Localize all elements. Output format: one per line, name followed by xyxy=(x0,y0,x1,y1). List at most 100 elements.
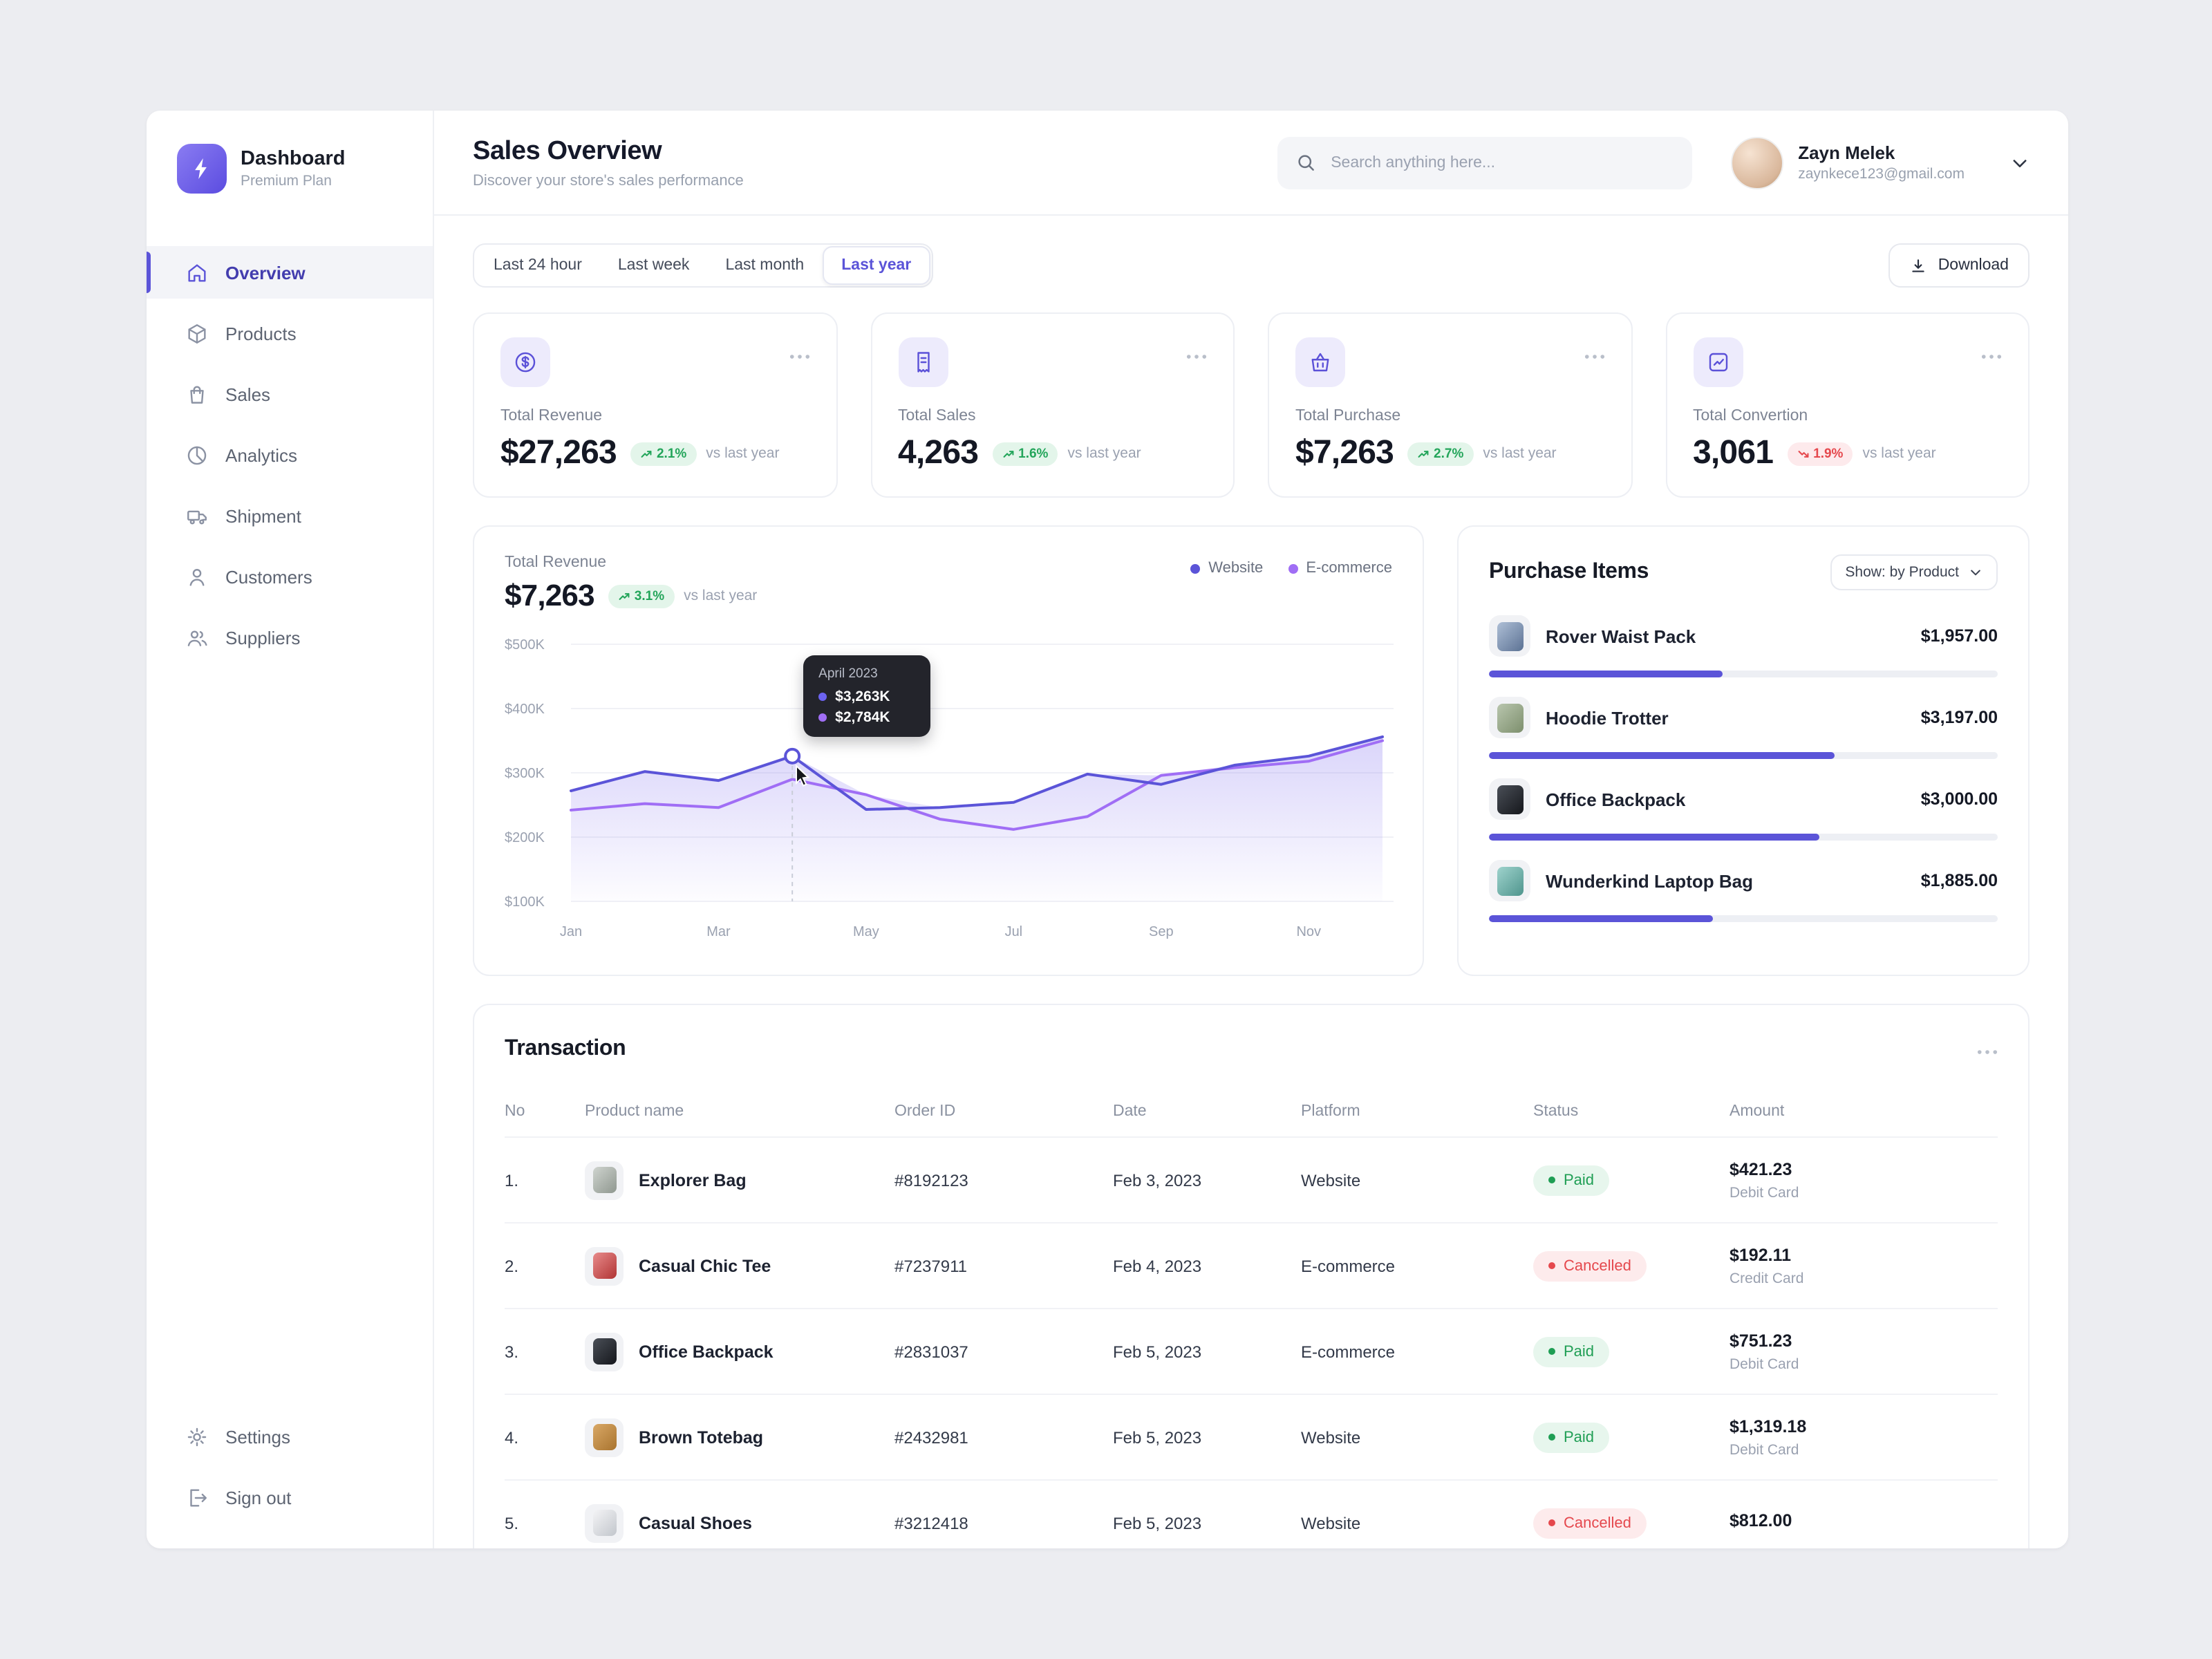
brand-subtitle: Premium Plan xyxy=(241,173,332,189)
sidebar-item-overview[interactable]: Overview xyxy=(147,246,433,299)
trend-up-icon xyxy=(619,592,630,599)
product-image xyxy=(585,1418,624,1456)
sidebar-item-customers[interactable]: Customers xyxy=(147,550,433,603)
more-options-button[interactable] xyxy=(1584,337,1604,369)
product-image xyxy=(585,1246,624,1285)
filter-last-month[interactable]: Last month xyxy=(707,246,822,285)
legend-ecommerce: E-commerce xyxy=(1288,560,1392,577)
user-icon xyxy=(189,568,205,585)
trend-down-icon xyxy=(1797,450,1808,457)
revenue-line-chart[interactable]: $500K $400K $300K $200K $100K Jan Mar May Jul Sep… xyxy=(505,628,1396,948)
sidebar-item-analytics[interactable]: Analytics xyxy=(147,429,433,481)
table-row[interactable]: 3. Office Backpack #2831037 Feb 5, 2023 … xyxy=(505,1308,1998,1394)
stat-value: 3,061 xyxy=(1693,434,1774,471)
progress-track xyxy=(1489,671,1998,677)
stat-value: 4,263 xyxy=(898,434,979,471)
tooltip-dot-ecommerce xyxy=(818,713,827,722)
purchase-item[interactable]: Wunderkind Laptop Bag $1,885.00 xyxy=(1489,860,1998,922)
search-icon xyxy=(1297,155,1314,171)
page-subtitle: Discover your store's sales performance xyxy=(473,172,744,189)
sidebar-item-sales[interactable]: Sales xyxy=(147,368,433,420)
product-image xyxy=(1489,860,1530,901)
status-badge: Cancelled xyxy=(1533,1250,1647,1281)
product-image xyxy=(1489,615,1530,657)
filter-last-24-hour[interactable]: Last 24 hour xyxy=(476,246,600,285)
delta-badge: 1.6% xyxy=(992,442,1058,465)
purchase-item[interactable]: Office Backpack $3,000.00 xyxy=(1489,778,1998,841)
product-image xyxy=(585,1161,624,1199)
toolbar: Last 24 hour Last week Last month Last y… xyxy=(473,243,2030,288)
purchase-item[interactable]: Hoodie Trotter $3,197.00 xyxy=(1489,697,1998,759)
show-by-product-dropdown[interactable]: Show: by Product xyxy=(1830,554,1998,590)
download-button[interactable]: Download xyxy=(1888,243,2030,288)
stat-value: $7,263 xyxy=(1295,434,1394,471)
svg-text:$100K: $100K xyxy=(505,894,545,910)
sign-out-icon xyxy=(190,1488,207,1506)
sidebar-item-products[interactable]: Products xyxy=(147,307,433,359)
transaction-title: Transaction xyxy=(505,1036,626,1060)
trend-up-icon xyxy=(1418,450,1429,457)
delta-badge: 2.1% xyxy=(630,442,697,465)
basket-icon xyxy=(1295,337,1345,387)
filter-last-year[interactable]: Last year xyxy=(822,246,931,285)
download-icon xyxy=(1912,259,1924,272)
user-name: Zayn Melek xyxy=(1798,142,1895,163)
svg-text:$300K: $300K xyxy=(505,766,545,781)
main-area: Sales Overview Discover your store's sal… xyxy=(434,111,2068,1548)
product-image xyxy=(1489,778,1530,820)
trend-up-icon xyxy=(1002,450,1013,457)
chart-label: Total Revenue xyxy=(505,554,607,571)
more-options-button[interactable] xyxy=(789,337,809,369)
sidebar-nav: Overview Products Sales Analytics Shipme… xyxy=(147,246,433,664)
svg-text:Sep: Sep xyxy=(1149,924,1174,939)
more-options-button[interactable] xyxy=(1977,1033,1998,1065)
delta-badge: 2.7% xyxy=(1407,442,1474,465)
revenue-chart-card: Total Revenue $7,263 3.1% vs last year W… xyxy=(473,525,1424,976)
sidebar-item-sign-out[interactable]: Sign out xyxy=(147,1471,433,1524)
sidebar-item-shipment[interactable]: Shipment xyxy=(147,489,433,542)
coin-dollar-icon xyxy=(500,337,550,387)
status-badge: Paid xyxy=(1533,1165,1610,1195)
purchase-item[interactable]: Rover Waist Pack $1,957.00 xyxy=(1489,615,1998,677)
delta-badge: 1.9% xyxy=(1787,442,1853,465)
status-badge: Paid xyxy=(1533,1422,1610,1452)
table-row[interactable]: 5. Casual Shoes #3212418 Feb 5, 2023 Web… xyxy=(505,1479,1998,1548)
table-row[interactable]: 4. Brown Totebag #2432981 Feb 5, 2023 We… xyxy=(505,1394,1998,1479)
brand: Dashboard Premium Plan xyxy=(147,144,433,194)
app-logo-icon xyxy=(177,144,227,194)
status-badge: Paid xyxy=(1533,1336,1610,1367)
svg-text:Jan: Jan xyxy=(560,924,582,939)
more-options-button[interactable] xyxy=(1186,337,1207,369)
time-filter: Last 24 hour Last week Last month Last y… xyxy=(473,243,934,288)
trend-up-icon xyxy=(641,450,652,457)
mouse-cursor xyxy=(796,764,810,787)
filter-last-week[interactable]: Last week xyxy=(600,246,708,285)
legend-dot-ecommerce xyxy=(1288,563,1298,573)
search-box[interactable] xyxy=(1277,136,1692,189)
sidebar-footer: Settings Sign out xyxy=(147,1410,433,1548)
sidebar-item-settings[interactable]: Settings xyxy=(147,1410,433,1463)
active-indicator xyxy=(147,252,151,293)
purchase-items-title: Purchase Items xyxy=(1489,560,1649,583)
chart-value: $7,263 xyxy=(505,578,595,612)
home-icon xyxy=(188,263,206,281)
avatar xyxy=(1730,136,1783,189)
chevron-down-icon xyxy=(1971,570,1980,576)
table-row[interactable]: 2. Casual Chic Tee #7237911 Feb 4, 2023 … xyxy=(505,1222,1998,1308)
sidebar-item-suppliers[interactable]: Suppliers xyxy=(147,611,433,664)
table-row[interactable]: 1. Explorer Bag #8192123 Feb 3, 2023 Web… xyxy=(505,1136,1998,1222)
progress-track xyxy=(1489,915,1998,922)
stat-card-total-revenue: Total Revenue $27,263 2.1% vs last year xyxy=(473,312,837,498)
product-image xyxy=(585,1332,624,1371)
progress-track xyxy=(1489,834,1998,841)
search-input[interactable] xyxy=(1328,153,1674,172)
stat-cards: Total Revenue $27,263 2.1% vs last year … xyxy=(473,312,2030,498)
chart-canvas: $500K $400K $300K $200K $100K Jan Mar May Jul Sep… xyxy=(505,637,1394,939)
transaction-card: Transaction No Product name Order ID Dat… xyxy=(473,1004,2030,1548)
more-options-button[interactable] xyxy=(1981,337,2002,369)
progress-fill xyxy=(1489,671,1723,677)
user-profile[interactable]: Zayn Melek zaynkece123@gmail.com xyxy=(1730,136,2030,189)
svg-text:$500K: $500K xyxy=(505,637,545,653)
chevron-down-icon[interactable] xyxy=(2010,153,2030,172)
